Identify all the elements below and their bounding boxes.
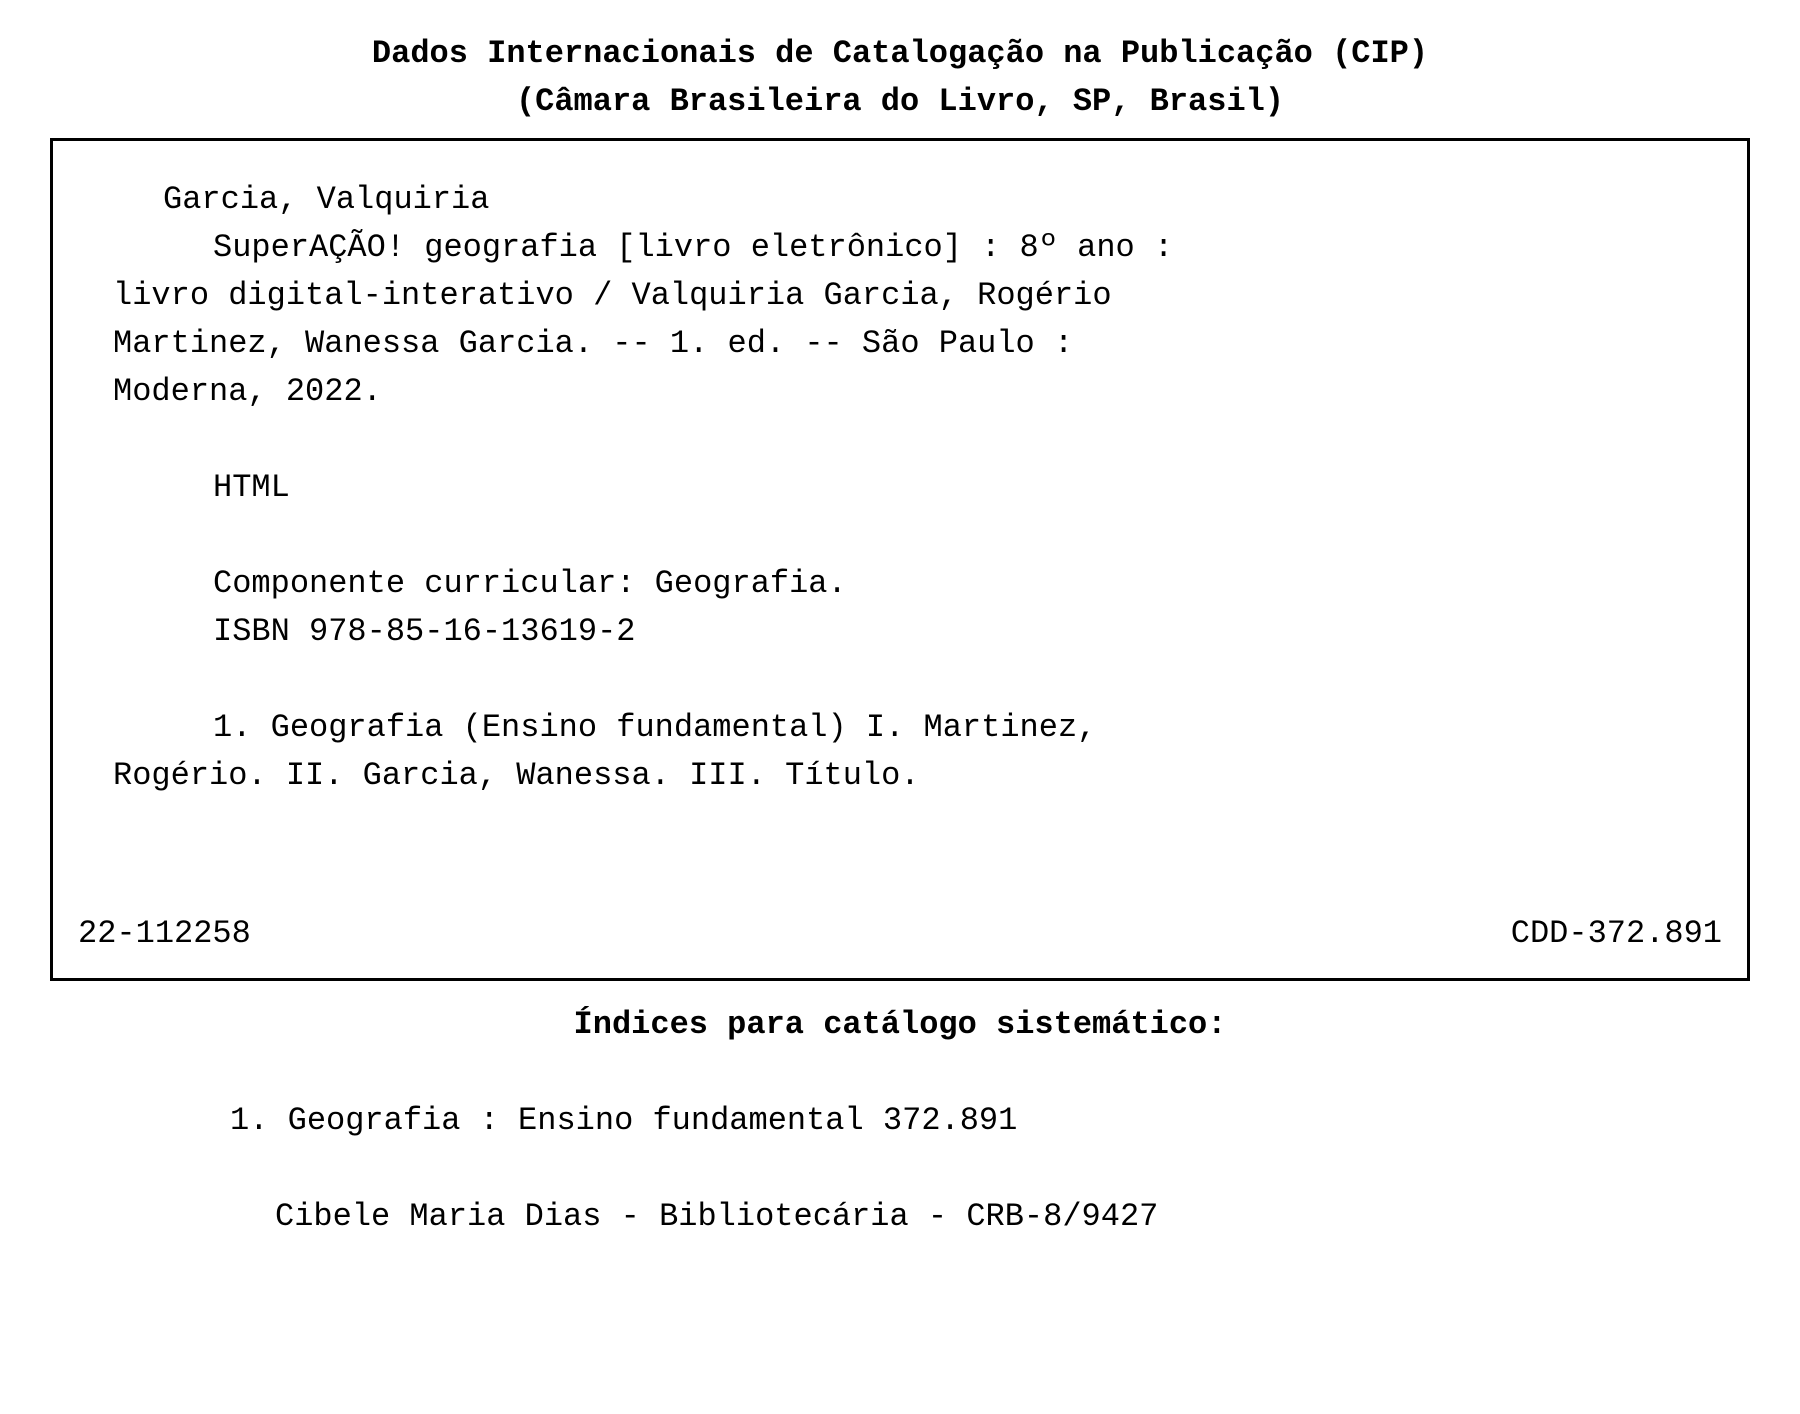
subject-line-2: Rogério. II. Garcia, Wanessa. III. Títul… <box>113 752 1727 800</box>
librarian-credit: Cibele Maria Dias - Bibliotecária - CRB-… <box>50 1193 1750 1241</box>
catalog-card: Garcia, Valquiria SuperAÇÃO! geografia [… <box>50 138 1750 981</box>
cip-header-line1: Dados Internacionais de Catalogação na P… <box>50 30 1750 78</box>
record-number: 22-112258 <box>78 910 251 958</box>
component-isbn-block: Componente curricular: Geografia. ISBN 9… <box>73 560 1727 656</box>
component-line: Componente curricular: Geografia. <box>213 560 1727 608</box>
subject-line-1: 1. Geografia (Ensino fundamental) I. Mar… <box>113 704 1727 752</box>
title-line-1: SuperAÇÃO! geografia [livro eletrônico] … <box>113 224 1727 272</box>
cdd-number: CDD-372.891 <box>1511 910 1722 958</box>
cip-header-line2: (Câmara Brasileira do Livro, SP, Brasil) <box>50 78 1750 126</box>
title-line-4: Moderna, 2022. <box>113 368 1727 416</box>
isbn-line: ISBN 978-85-16-13619-2 <box>213 608 1727 656</box>
title-line-3: Martinez, Wanessa Garcia. -- 1. ed. -- S… <box>113 320 1727 368</box>
format-line: HTML <box>73 464 1727 512</box>
index-header: Índices para catálogo sistemático: <box>50 1001 1750 1049</box>
cip-header: Dados Internacionais de Catalogação na P… <box>50 30 1750 126</box>
subject-block: 1. Geografia (Ensino fundamental) I. Mar… <box>73 704 1727 800</box>
title-line-2: livro digital-interativo / Valquiria Gar… <box>113 272 1727 320</box>
catalog-footer: 22-112258 CDD-372.891 <box>73 910 1727 958</box>
author-name: Garcia, Valquiria <box>73 176 1727 224</box>
index-entry: 1. Geografia : Ensino fundamental 372.89… <box>50 1097 1750 1145</box>
title-description: SuperAÇÃO! geografia [livro eletrônico] … <box>73 224 1727 416</box>
